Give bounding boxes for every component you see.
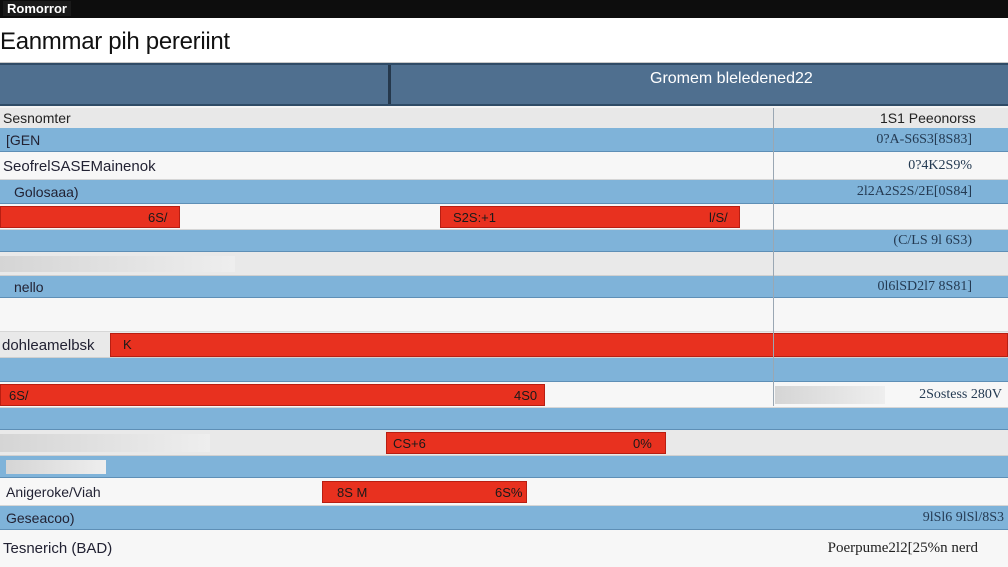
table-row[interactable]: Anigeroke/Viah 8S M 6S% xyxy=(0,478,1008,506)
bar-label: 4S0 xyxy=(514,388,538,403)
table-header-band: Gromem bleledened22 xyxy=(0,63,1008,106)
row-placeholder xyxy=(0,434,210,452)
bar-label: 6S/ xyxy=(9,388,29,403)
row-value: 0?4K2S9% xyxy=(908,158,972,173)
table-row-spacer xyxy=(0,298,1008,332)
bar-segment[interactable]: K xyxy=(110,333,1008,357)
table-row[interactable]: CS+6 0% xyxy=(0,430,1008,456)
row-value: 0?A-S6S3[8S83] xyxy=(876,132,972,147)
bar-label: 0% xyxy=(633,436,652,451)
header-divider xyxy=(388,65,391,104)
table-row[interactable]: nello 0l6lSD2l7 8S81] xyxy=(0,276,1008,298)
row-placeholder xyxy=(6,460,106,474)
row-label: dohleamelbsk xyxy=(2,337,95,354)
row-value: 2Sostess 280V xyxy=(919,387,1002,402)
bar-segment[interactable]: CS+6 0% xyxy=(386,432,666,454)
row-value: 2l2A2S2S/2E[0S84] xyxy=(856,184,972,199)
table-row-spacer xyxy=(0,408,1008,430)
table-row-spacer xyxy=(0,358,1008,382)
row-label: Geseacoo) xyxy=(6,510,75,526)
window-titlebar: Romorror xyxy=(0,0,1008,18)
table-row[interactable]: 6S/ 4S0 2Sostess 280V xyxy=(0,382,1008,408)
bar-label: l/S/ xyxy=(709,210,728,225)
table-row[interactable]: dohleamelbsk K xyxy=(0,332,1008,358)
table-row[interactable]: Geseacoo) 9lSl6 9lSl/8S3 xyxy=(0,506,1008,530)
column-divider xyxy=(773,108,774,406)
table-row[interactable]: (C/LS 9l 6S3) xyxy=(0,230,1008,252)
bar-segment[interactable]: 8S M 6S% xyxy=(322,481,527,503)
row-label: Golosaaa) xyxy=(14,184,79,200)
row-placeholder xyxy=(0,256,235,272)
footer-label: Tesnerich (BAD) xyxy=(3,540,113,557)
bar-label: S2S:+1 xyxy=(453,210,497,225)
bar-label: K xyxy=(123,337,132,352)
bar-label: 6S/ xyxy=(148,210,168,225)
row-label: Anigeroke/Viah xyxy=(6,484,101,500)
row-label: nello xyxy=(14,279,44,295)
bar-label: 6S% xyxy=(495,485,523,500)
table-row-spacer xyxy=(0,456,1008,478)
column-heading-right[interactable]: 1S1 Peeonorss xyxy=(880,110,976,126)
table-row-spacer xyxy=(0,252,1008,276)
footer-value: Poerpume2l2[25%n nerd xyxy=(827,540,978,556)
table-row[interactable]: 6S/ S2S:+1 l/S/ xyxy=(0,204,1008,230)
page-title: Eanmmar pih pereriint xyxy=(0,28,230,55)
row-placeholder xyxy=(775,386,885,404)
header-label: Gromem bleledened22 xyxy=(650,70,813,87)
window-title: Romorror xyxy=(3,1,71,16)
table-row[interactable]: [GEN 0?A-S6S3[8S83] xyxy=(0,128,1008,152)
row-value: 9lSl6 9lSl/8S3 xyxy=(922,510,1004,525)
bar-segment[interactable]: S2S:+1 l/S/ xyxy=(440,206,740,228)
bar-segment[interactable]: 6S/ 4S0 xyxy=(0,384,545,406)
bar-label: CS+6 xyxy=(393,436,426,451)
column-headings: Sesnomter 1S1 Peeonorss xyxy=(0,108,1008,128)
page-header: Eanmmar pih pereriint xyxy=(0,18,1008,63)
table-row[interactable]: Golosaaa) 2l2A2S2S/2E[0S84] xyxy=(0,180,1008,204)
row-label: [GEN xyxy=(6,132,41,148)
row-value: 0l6lSD2l7 8S81] xyxy=(877,279,972,294)
table-row[interactable]: SeofrelSASEMainenok 0?4K2S9% xyxy=(0,152,1008,180)
column-heading-left[interactable]: Sesnomter xyxy=(3,110,71,126)
bar-segment[interactable]: 6S/ xyxy=(0,206,180,228)
row-label: SeofrelSASEMainenok xyxy=(3,158,156,175)
bar-label: 8S M xyxy=(337,485,368,500)
table-footer: Tesnerich (BAD) Poerpume2l2[25%n nerd xyxy=(0,530,1008,567)
row-value: (C/LS 9l 6S3) xyxy=(893,233,972,248)
